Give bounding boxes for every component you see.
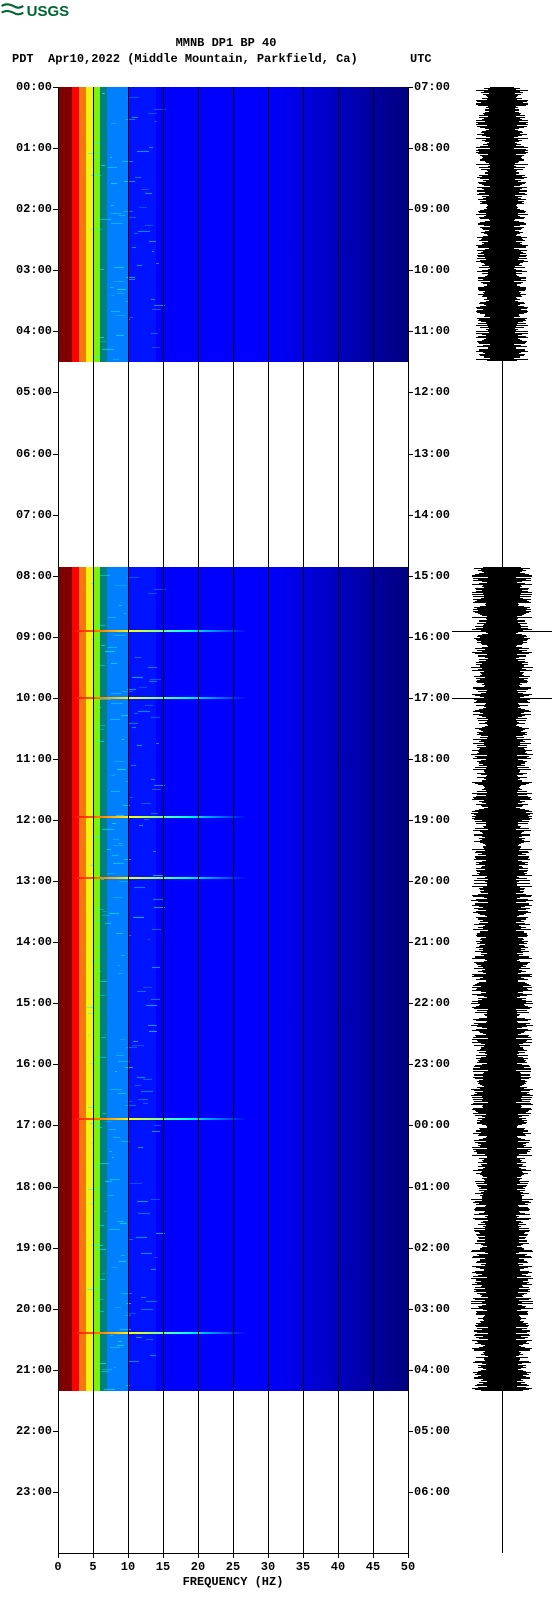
left-hour-label: 22:00	[16, 1424, 52, 1438]
freq-tick-label: 30	[261, 1560, 275, 1574]
right-hour-label: 23:00	[414, 1057, 450, 1071]
freq-tick-label: 45	[366, 1560, 380, 1574]
left-hour-label: 23:00	[16, 1485, 52, 1499]
location-label: (Middle Mountain, Parkfield, Ca)	[127, 52, 357, 66]
left-hour-label: 14:00	[16, 935, 52, 949]
right-hour-label: 06:00	[414, 1485, 450, 1499]
right-hour-label: 02:00	[414, 1241, 450, 1255]
freq-tick-label: 25	[226, 1560, 240, 1574]
left-hour-label: 13:00	[16, 874, 52, 888]
chart-title: MMNB DP1 BP 40	[0, 36, 452, 50]
freq-tick-label: 0	[54, 1560, 61, 1574]
left-hour-label: 10:00	[16, 691, 52, 705]
left-hour-label: 09:00	[16, 630, 52, 644]
right-time-axis: 07:0008:0009:0010:0011:0012:0013:0014:00…	[408, 87, 468, 1553]
right-hour-label: 19:00	[414, 813, 450, 827]
left-hour-label: 06:00	[16, 447, 52, 461]
freq-tick-label: 40	[331, 1560, 345, 1574]
right-hour-label: 09:00	[414, 202, 450, 216]
left-hour-label: 21:00	[16, 1363, 52, 1377]
right-hour-label: 10:00	[414, 263, 450, 277]
left-hour-label: 17:00	[16, 1118, 52, 1132]
freq-tick-label: 20	[191, 1560, 205, 1574]
left-hour-label: 03:00	[16, 263, 52, 277]
plot-border	[58, 87, 59, 1553]
right-hour-label: 22:00	[414, 996, 450, 1010]
right-hour-label: 05:00	[414, 1424, 450, 1438]
left-hour-label: 18:00	[16, 1180, 52, 1194]
usgs-logo: USGS	[0, 0, 100, 22]
left-hour-label: 15:00	[16, 996, 52, 1010]
right-hour-label: 18:00	[414, 752, 450, 766]
left-hour-label: 20:00	[16, 1302, 52, 1316]
left-hour-label: 05:00	[16, 385, 52, 399]
left-hour-label: 16:00	[16, 1057, 52, 1071]
left-hour-label: 04:00	[16, 324, 52, 338]
freq-tick-label: 15	[156, 1560, 170, 1574]
date-label: Apr10,2022	[48, 52, 120, 66]
svg-text:USGS: USGS	[27, 3, 70, 20]
left-hour-label: 01:00	[16, 141, 52, 155]
right-hour-label: 11:00	[414, 324, 450, 338]
right-hour-label: 03:00	[414, 1302, 450, 1316]
left-hour-label: 12:00	[16, 813, 52, 827]
right-hour-label: 20:00	[414, 874, 450, 888]
freq-tick-label: 5	[89, 1560, 96, 1574]
right-hour-label: 00:00	[414, 1118, 450, 1132]
right-hour-label: 01:00	[414, 1180, 450, 1194]
right-hour-label: 07:00	[414, 80, 450, 94]
right-hour-label: 16:00	[414, 630, 450, 644]
left-hour-label: 02:00	[16, 202, 52, 216]
freq-tick-label: 50	[401, 1560, 415, 1574]
right-hour-label: 12:00	[414, 385, 450, 399]
right-hour-label: 15:00	[414, 569, 450, 583]
frequency-axis: FREQUENCY (HZ) 05101520253035404550	[58, 1553, 408, 1593]
waveform-plot	[462, 87, 542, 1553]
left-time-axis: 00:0001:0002:0003:0004:0005:0006:0007:00…	[0, 87, 58, 1553]
freq-tick-label: 10	[121, 1560, 135, 1574]
utc-label: UTC	[410, 52, 432, 66]
right-hour-label: 14:00	[414, 508, 450, 522]
right-hour-label: 08:00	[414, 141, 450, 155]
right-hour-label: 17:00	[414, 691, 450, 705]
right-hour-label: 21:00	[414, 935, 450, 949]
chart-subtitle: PDT Apr10,2022 (Middle Mountain, Parkfie…	[12, 52, 358, 66]
right-hour-label: 13:00	[414, 447, 450, 461]
x-axis-title: FREQUENCY (HZ)	[58, 1575, 408, 1589]
left-hour-label: 08:00	[16, 569, 52, 583]
left-hour-label: 11:00	[16, 752, 52, 766]
tz-label: PDT	[12, 52, 34, 66]
left-hour-label: 19:00	[16, 1241, 52, 1255]
spectrogram-plot	[58, 87, 408, 1553]
right-hour-label: 04:00	[414, 1363, 450, 1377]
left-hour-label: 00:00	[16, 80, 52, 94]
freq-tick-label: 35	[296, 1560, 310, 1574]
left-hour-label: 07:00	[16, 508, 52, 522]
